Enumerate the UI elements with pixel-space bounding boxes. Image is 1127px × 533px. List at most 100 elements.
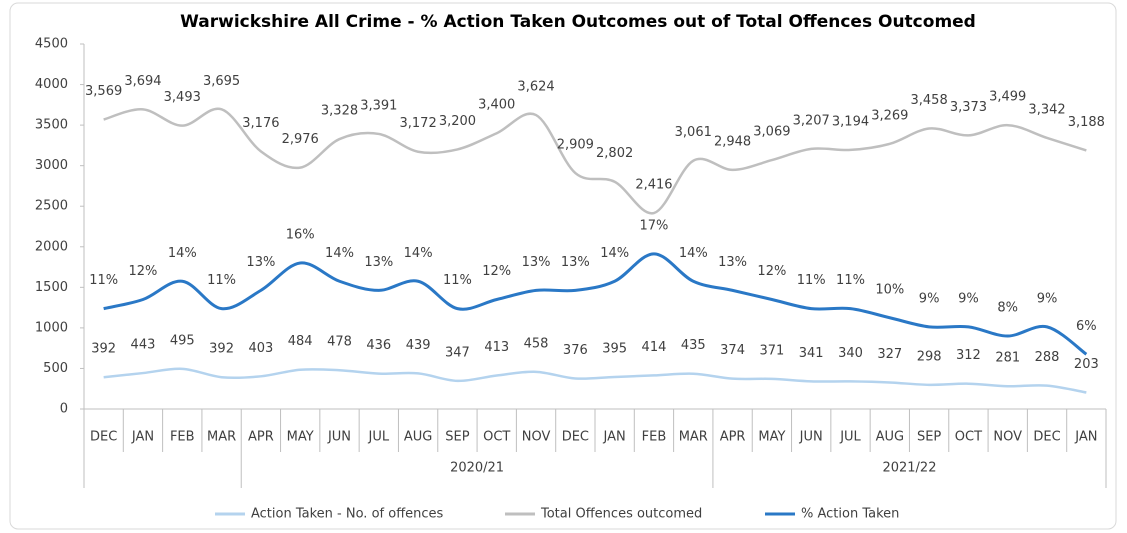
data-label: 13% [718,255,747,270]
data-label: 11% [443,273,472,288]
x-tick-label: MAY [287,430,314,445]
y-tick-label: 3000 [35,158,68,173]
x-tick-label: OCT [483,430,510,445]
x-tick-label: SEP [917,430,941,445]
data-label: 14% [600,246,629,261]
data-label: 3,624 [517,80,554,95]
x-tick-label: JUN [799,430,823,445]
data-label: 3,499 [989,90,1026,105]
data-label: 392 [91,342,116,357]
x-tick-label: OCT [955,430,982,445]
data-label: 3,269 [871,108,908,123]
y-tick-label: 2000 [35,239,68,254]
x-tick-label: MAR [207,430,236,445]
data-label: 3,493 [164,90,201,105]
x-tick-label: JUL [839,430,861,445]
data-label: 3,569 [85,84,122,99]
data-label: 374 [720,343,745,358]
x-tick-label: FEB [642,430,667,445]
data-label: 14% [168,246,197,261]
x-tick-label: APR [720,430,746,445]
data-label: 12% [757,264,786,279]
data-label: 392 [209,342,234,357]
x-tick-label: DEC [90,430,117,445]
legend-label: Action Taken - No. of offences [251,507,444,522]
data-label: 312 [956,348,981,363]
data-label: 12% [129,264,158,279]
data-label: 413 [484,340,509,355]
data-label: 2,802 [596,146,633,161]
data-label: 484 [288,334,313,349]
data-label: 2,416 [635,178,672,193]
data-label: 3,391 [360,98,397,113]
data-label: 3,400 [478,98,515,113]
data-label: 3,069 [753,125,790,140]
x-tick-label: AUG [876,430,904,445]
x-tick-label: DEC [1033,430,1060,445]
series-line [103,252,1088,356]
x-tick-label: DEC [562,430,589,445]
y-tick-label: 3500 [35,118,68,133]
x-tick-label: NOV [522,430,551,445]
chart-title: Warwickshire All Crime - % Action Taken … [180,12,976,32]
data-label: 414 [642,340,667,355]
x-tick-label: APR [248,430,274,445]
y-tick-label: 4500 [35,37,68,52]
data-label: 439 [406,338,431,353]
y-tick-label: 1500 [35,280,68,295]
data-label: 13% [522,255,551,270]
data-label: 435 [681,338,706,353]
data-label: 3,200 [439,114,476,129]
data-label: 3,373 [950,100,987,115]
data-label: 2,909 [557,138,594,153]
data-label: 2,948 [714,134,751,149]
x-tick-label: JAN [131,430,154,445]
data-label: 458 [524,336,549,351]
data-label: 11% [89,273,118,288]
chart-frame [9,2,1117,530]
data-label: 341 [799,346,824,361]
x-tick-label: MAY [758,430,785,445]
x-group-label: 2020/21 [450,461,504,476]
x-tick-label: JAN [603,430,626,445]
data-label: 3,188 [1068,115,1105,130]
data-label: 203 [1074,357,1099,372]
data-label: 9% [919,291,940,306]
data-label: 3,694 [124,74,161,89]
x-tick-label: JUL [368,430,390,445]
data-label: 9% [1037,291,1058,306]
x-group-label: 2021/22 [882,461,936,476]
data-label: 13% [561,255,590,270]
data-label: 16% [286,228,315,243]
data-label: 298 [917,349,942,364]
data-label: 13% [364,255,393,270]
data-label: 3,194 [832,114,869,129]
data-label: 6% [1076,319,1097,334]
data-label: 12% [482,264,511,279]
x-tick-label: SEP [445,430,469,445]
data-label: 403 [248,341,273,356]
data-label: 10% [875,282,904,297]
data-label: 3,207 [793,113,830,128]
x-tick-label: JAN [1074,430,1097,445]
x-tick-label: AUG [404,430,432,445]
data-label: 3,061 [675,125,712,140]
x-tick-label: FEB [170,430,195,445]
data-label: 3,458 [911,93,948,108]
data-label: 3,695 [203,74,240,89]
y-tick-label: 0 [60,402,68,417]
data-label: 281 [995,351,1020,366]
y-tick-label: 500 [43,361,68,376]
x-tick-label: MAR [679,430,708,445]
data-label: 8% [997,301,1018,316]
data-label: 443 [131,338,156,353]
data-label: 14% [325,246,354,261]
data-label: 11% [207,273,236,288]
data-label: 14% [679,246,708,261]
legend-label: % Action Taken [801,507,899,522]
data-label: 3,342 [1028,102,1065,117]
data-label: 9% [958,291,979,306]
x-tick-label: JUN [327,430,351,445]
series-line [103,107,1087,215]
